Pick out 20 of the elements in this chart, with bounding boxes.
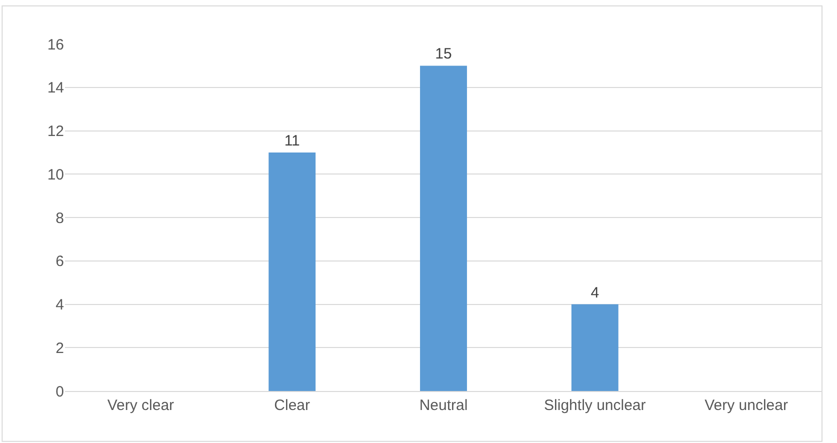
bar [420,66,467,391]
x-tick-label: Very unclear [704,397,788,414]
bar [268,152,316,391]
x-tick-label: Clear [274,397,310,414]
y-tick-label: 14 [47,80,64,97]
x-tick-label: Neutral [419,397,468,414]
y-tick-label: 8 [56,210,64,227]
y-tick-label: 2 [56,340,64,357]
x-tick-label: Slightly unclear [544,397,646,414]
y-tick-label: 4 [56,296,64,314]
data-label: 15 [435,46,452,63]
y-tick-label: 10 [47,166,64,184]
y-tick-label: 0 [56,383,64,400]
data-label: 4 [590,284,600,302]
y-tick-label: 16 [47,36,64,54]
x-tick-label: Very clear [107,397,174,414]
y-tick-label: 12 [47,123,64,140]
y-tick-label: 6 [56,253,64,270]
bar [571,304,618,391]
data-label: 11 [284,132,300,150]
